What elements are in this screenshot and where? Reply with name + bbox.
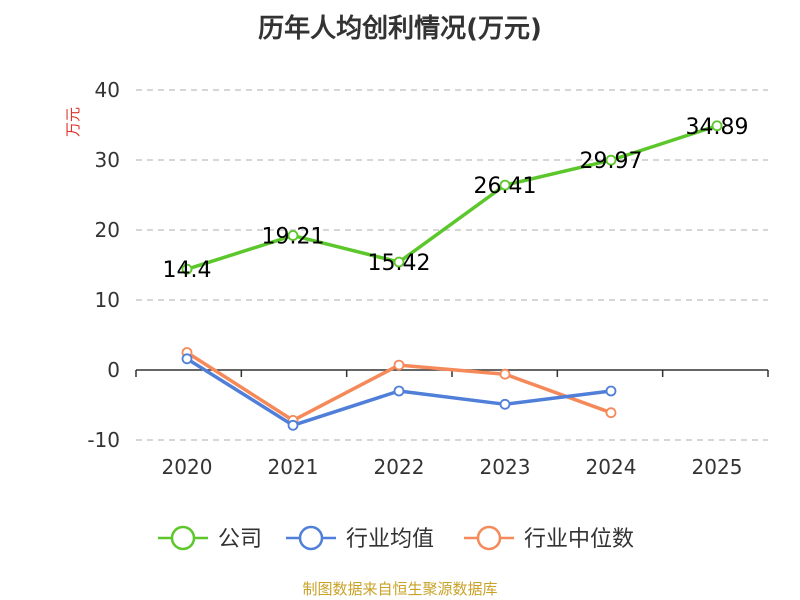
data-label: 15.42: [368, 251, 431, 276]
chart-title: 历年人均创利情况(万元): [258, 14, 542, 44]
x-tick-label: 2022: [374, 455, 425, 479]
data-label: 34.89: [686, 115, 749, 140]
x-tick-label: 2024: [586, 455, 637, 479]
legend-label: 行业均值: [346, 527, 434, 552]
data-labels: 14.4 19.21 15.42 26.41 29.97 34.89: [163, 115, 749, 283]
y-tick-label: 0: [107, 358, 120, 382]
legend-item: 行业中位数: [464, 525, 634, 552]
data-point: [393, 359, 405, 371]
x-tick-label: 2020: [162, 455, 213, 479]
legend-item: 公司: [158, 525, 262, 552]
data-label: 26.41: [474, 174, 537, 199]
series-0: [181, 120, 723, 275]
legend-item: 行业均值: [286, 525, 434, 552]
data-point: [605, 154, 617, 166]
data-label: 29.97: [580, 149, 643, 174]
data-point: [499, 179, 511, 191]
y-tick-label: 40: [95, 78, 120, 102]
data-point: [711, 120, 723, 132]
data-point: [287, 419, 299, 431]
data-point: [393, 385, 405, 397]
y-tick-label: 30: [95, 148, 120, 172]
data-point: [181, 263, 193, 275]
data-point: [287, 230, 299, 241]
series-line: [186, 124, 718, 271]
x-tick-label: 2025: [692, 455, 743, 479]
legend-swatch-marker: [476, 525, 502, 551]
series-1: [181, 353, 617, 431]
data-label: 19.21: [262, 225, 325, 250]
x-tick-label: 2021: [268, 455, 319, 479]
y-tick-label: 20: [95, 218, 120, 242]
legend-swatch-marker: [298, 525, 324, 551]
source-note: 制图数据来自恒生聚源数据库: [302, 580, 498, 598]
data-point: [181, 353, 193, 365]
y-tick-label: 10: [95, 288, 120, 312]
series: [181, 120, 723, 431]
data-point: [605, 407, 617, 419]
legend: 公司 行业均值 行业中位数: [158, 525, 634, 552]
legend-swatch-marker: [170, 525, 196, 551]
y-tick-label: -10: [87, 428, 120, 452]
x-tick-label: 2023: [480, 455, 531, 479]
legend-label: 公司: [218, 527, 262, 552]
data-point: [499, 398, 511, 410]
y-axis-label: 万元: [64, 107, 82, 137]
data-label: 14.4: [163, 258, 212, 283]
legend-label: 行业中位数: [524, 527, 634, 552]
data-point: [393, 256, 405, 268]
data-point: [499, 368, 511, 380]
data-point: [605, 385, 617, 397]
